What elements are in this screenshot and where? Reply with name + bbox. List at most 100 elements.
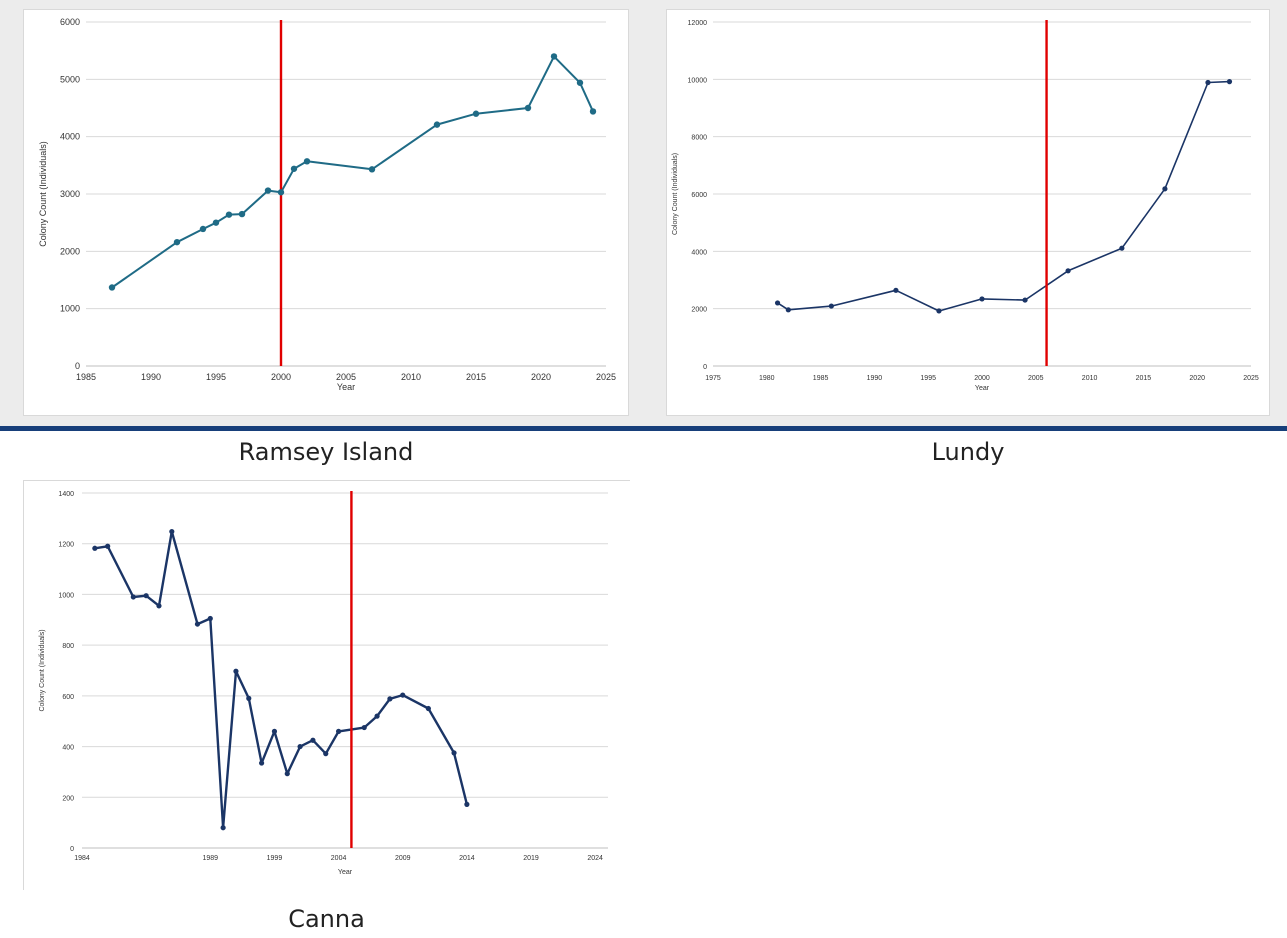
data-point — [785, 307, 791, 313]
x-tick-label: 2024 — [587, 855, 603, 862]
y-axis-title: Colony Count (Individuals) — [38, 141, 48, 247]
x-axis-title: Year — [337, 382, 355, 392]
y-tick-label: 200 — [62, 795, 74, 802]
y-tick-label: 600 — [62, 694, 74, 701]
data-point — [105, 543, 111, 549]
data-point — [233, 668, 239, 674]
series-line — [94, 530, 469, 829]
x-tick-label: 1985 — [76, 372, 96, 382]
x-tick-label: 1999 — [267, 855, 283, 862]
y-tick-label: 12000 — [688, 20, 708, 27]
x-tick-label: 2005 — [336, 372, 356, 382]
data-point — [1119, 245, 1125, 251]
chart-panel-canna: 0 200 400 600 800 1000 1200 1400 1984 1989 1999 200… — [23, 480, 630, 890]
x-tick-label: 1980 — [759, 375, 775, 382]
y-tick-label: 800 — [62, 643, 74, 650]
data-point — [169, 528, 175, 535]
y-tick-label: 10000 — [688, 77, 708, 84]
data-point — [1205, 79, 1211, 86]
data-point — [936, 308, 942, 314]
data-point — [284, 771, 290, 777]
data-point — [212, 219, 220, 226]
data-point — [451, 750, 457, 756]
y-tick-label: 0 — [75, 361, 80, 371]
data-point — [774, 300, 781, 306]
data-point — [1226, 79, 1233, 85]
data-point — [368, 166, 376, 173]
data-point — [130, 594, 136, 600]
caption-lundy: Lundy — [931, 438, 1005, 466]
series-line — [111, 55, 594, 289]
data-point — [464, 801, 470, 807]
y-tick-label: 1200 — [58, 542, 74, 549]
data-point — [576, 79, 584, 86]
y-tick-label: 6000 — [60, 17, 80, 27]
data-point — [472, 110, 480, 117]
x-tick-label: 2000 — [974, 375, 990, 382]
data-point — [550, 53, 558, 60]
data-point — [1162, 186, 1168, 192]
x-tick-label: 1995 — [206, 372, 226, 382]
data-point — [433, 121, 441, 128]
data-point — [828, 303, 834, 309]
y-tick-label: 2000 — [691, 307, 707, 314]
y-tick-label: 4000 — [60, 132, 80, 142]
y-tick-label: 5000 — [60, 74, 80, 84]
x-tick-label: 1990 — [141, 372, 161, 382]
data-point — [1065, 268, 1071, 274]
data-point — [194, 621, 201, 627]
x-tick-label: 2020 — [1189, 375, 1205, 382]
data-point — [199, 225, 207, 233]
data-point — [259, 760, 265, 766]
x-tick-label: 1989 — [203, 855, 219, 862]
data-point — [589, 108, 597, 115]
chart-panel-ramsey: 0 1000 2000 3000 4000 5000 6000 1985 1990 1995 200… — [23, 9, 629, 416]
data-point — [271, 728, 278, 734]
data-point — [246, 695, 252, 701]
y-tick-label: 8000 — [691, 135, 707, 142]
chart-lundy: 0 2000 4000 6000 8000 10000 12000 1975 1980 1985 1… — [672, 20, 1259, 392]
data-point — [156, 603, 162, 609]
data-point — [225, 211, 233, 218]
y-tick-label: 400 — [62, 745, 74, 752]
x-tick-label: 1984 — [74, 855, 90, 862]
x-tick-label: 1985 — [813, 375, 829, 382]
data-point — [303, 158, 311, 165]
data-point — [400, 692, 406, 698]
x-tick-label: 2000 — [271, 372, 291, 382]
caption-canna: Canna — [288, 905, 365, 933]
x-tick-label: 1995 — [920, 375, 936, 382]
data-point — [335, 728, 342, 734]
y-tick-label: 3000 — [60, 189, 80, 199]
x-tick-label: 2014 — [459, 855, 475, 862]
data-point — [310, 737, 316, 743]
data-point — [979, 296, 985, 302]
data-point — [374, 713, 380, 719]
data-point — [1022, 297, 1028, 303]
chart-ramsey: 0 1000 2000 3000 4000 5000 6000 1985 1990 1995 200… — [38, 17, 616, 392]
y-tick-label: 0 — [703, 364, 707, 371]
data-point — [361, 724, 367, 731]
y-tick-label: 4000 — [691, 249, 707, 256]
y-tick-label: 1000 — [58, 592, 74, 599]
x-axis-title: Year — [975, 385, 990, 392]
data-point — [524, 104, 532, 112]
data-point — [387, 696, 393, 702]
x-tick-label: 2010 — [401, 372, 421, 382]
y-tick-label: 1000 — [60, 304, 80, 314]
data-point — [220, 825, 226, 831]
data-point — [207, 615, 213, 622]
data-point — [143, 593, 149, 599]
data-point — [264, 187, 272, 194]
x-tick-label: 2015 — [1136, 375, 1152, 382]
data-point — [92, 545, 98, 551]
data-point — [277, 189, 285, 196]
data-point — [893, 287, 899, 293]
data-point — [290, 165, 298, 172]
data-point — [323, 751, 329, 757]
divider-rule — [0, 426, 1287, 431]
y-tick-label: 0 — [70, 846, 74, 853]
data-point — [108, 284, 116, 291]
series-line — [777, 80, 1230, 312]
x-tick-label: 2015 — [466, 372, 486, 382]
